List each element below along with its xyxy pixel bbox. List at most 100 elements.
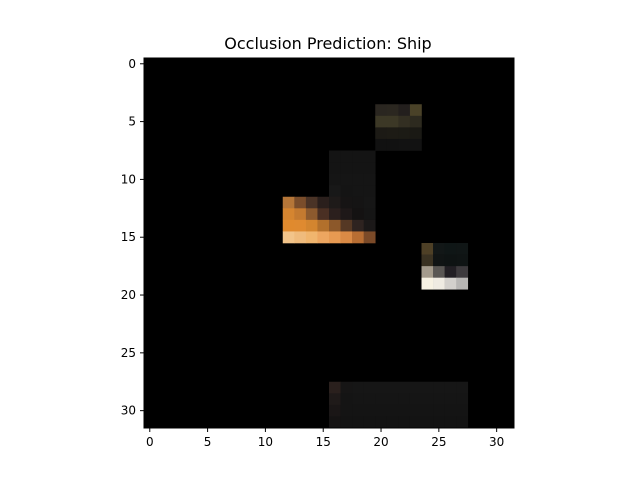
heatmap-cell <box>421 266 434 278</box>
heatmap-cell <box>363 381 376 394</box>
heatmap-cell <box>340 185 353 198</box>
heatmap-cell <box>409 104 422 117</box>
x-tick-label: 30 <box>489 435 504 449</box>
heatmap-cell <box>398 416 411 429</box>
heatmap-cell <box>363 416 376 429</box>
heatmap-cell <box>363 196 376 209</box>
heatmap-cell <box>421 277 434 290</box>
heatmap-cell <box>363 162 376 174</box>
heatmap-cell <box>433 243 445 255</box>
heatmap-cell <box>340 231 353 244</box>
heatmap-cell <box>398 104 411 117</box>
heatmap-cell <box>386 381 399 394</box>
heatmap-cell <box>294 196 307 209</box>
heatmap-cell <box>386 127 399 140</box>
heatmap-cell <box>352 185 364 198</box>
heatmap-cell <box>352 173 364 186</box>
heatmap-cell <box>375 127 388 140</box>
heatmap-cell <box>340 393 353 406</box>
heatmap-cell <box>456 266 469 278</box>
heatmap-cell <box>329 231 341 244</box>
y-tick-label: 20 <box>121 288 136 302</box>
heatmap-cell <box>352 381 364 394</box>
y-axis: 0 5 10 15 20 25 30 <box>121 57 144 418</box>
heatmap-cell <box>363 393 376 406</box>
heatmap-cell <box>282 219 295 232</box>
heatmap-cell <box>317 196 330 209</box>
heatmap-cell <box>340 208 353 221</box>
heatmap-cell <box>444 254 457 267</box>
axes-frame <box>143 57 515 429</box>
heatmap-cell <box>375 138 388 151</box>
heatmap-cell <box>375 115 388 128</box>
heatmap-cell <box>398 404 411 417</box>
heatmap-cell <box>340 219 353 232</box>
heatmap-cell <box>456 254 469 267</box>
heatmap-cell <box>456 243 469 255</box>
heatmap-cell <box>409 138 422 151</box>
heatmap-cell <box>386 416 399 429</box>
heatmap-cell <box>375 381 388 394</box>
heatmap-cell <box>409 115 422 128</box>
y-tick-label: 10 <box>121 172 136 186</box>
heatmap-cell <box>340 416 353 429</box>
heatmap-cell <box>294 219 307 232</box>
heatmap-cell <box>363 231 376 244</box>
heatmap-cell <box>433 381 445 394</box>
heatmap-cell <box>363 404 376 417</box>
heatmap-cell <box>409 404 422 417</box>
heatmap-cell <box>340 150 353 163</box>
heatmap-cell <box>421 393 434 406</box>
heatmap-cell <box>421 381 434 394</box>
heatmap-cell <box>282 231 295 244</box>
heatmap-cell <box>352 150 364 163</box>
heatmap-cell <box>329 150 341 163</box>
heatmap-cell <box>329 404 341 417</box>
heatmap-cell <box>317 208 330 221</box>
heatmap-cell <box>444 416 457 429</box>
heatmap-cell <box>375 416 388 429</box>
heatmap-cell <box>317 219 330 232</box>
heatmap-cell <box>421 254 434 267</box>
heatmap-cell <box>375 404 388 417</box>
heatmap-cell <box>329 162 341 174</box>
heatmap-cell <box>444 393 457 406</box>
x-tick-label: 10 <box>258 435 273 449</box>
heatmap-cell <box>329 416 341 429</box>
x-tick-label: 20 <box>373 435 388 449</box>
heatmap-cell <box>294 231 307 244</box>
x-tick-label: 25 <box>431 435 446 449</box>
heatmap-cell <box>340 381 353 394</box>
heatmap-cell <box>305 208 318 221</box>
heatmap-cell <box>433 277 445 290</box>
heatmap-cell <box>456 393 469 406</box>
heatmap-cell <box>398 393 411 406</box>
heatmap-cell <box>409 416 422 429</box>
heatmap-cell <box>363 185 376 198</box>
y-tick-label: 5 <box>128 115 136 129</box>
heatmap-cell <box>352 162 364 174</box>
heatmap-cell <box>282 196 295 209</box>
heatmap-cell <box>363 150 376 163</box>
x-tick-label: 15 <box>316 435 331 449</box>
x-tick-label: 0 <box>146 435 154 449</box>
heatmap-cell <box>456 416 469 429</box>
heatmap-cells <box>282 104 469 429</box>
heatmap-cell <box>352 393 364 406</box>
heatmap-cell <box>363 219 376 232</box>
y-tick-label: 0 <box>128 57 136 71</box>
heatmap-cell <box>398 381 411 394</box>
heatmap-cell <box>352 208 364 221</box>
heatmap-cell <box>329 208 341 221</box>
y-tick-label: 30 <box>121 404 136 418</box>
heatmap-cell <box>352 231 364 244</box>
heatmap-cell <box>386 404 399 417</box>
heatmap-cell <box>386 104 399 117</box>
heatmap-cell <box>433 266 445 278</box>
heatmap-cell <box>433 254 445 267</box>
heatmap-cell <box>433 393 445 406</box>
heatmap-cell <box>363 208 376 221</box>
heatmap-cell <box>317 231 330 244</box>
heatmap-cell <box>386 138 399 151</box>
